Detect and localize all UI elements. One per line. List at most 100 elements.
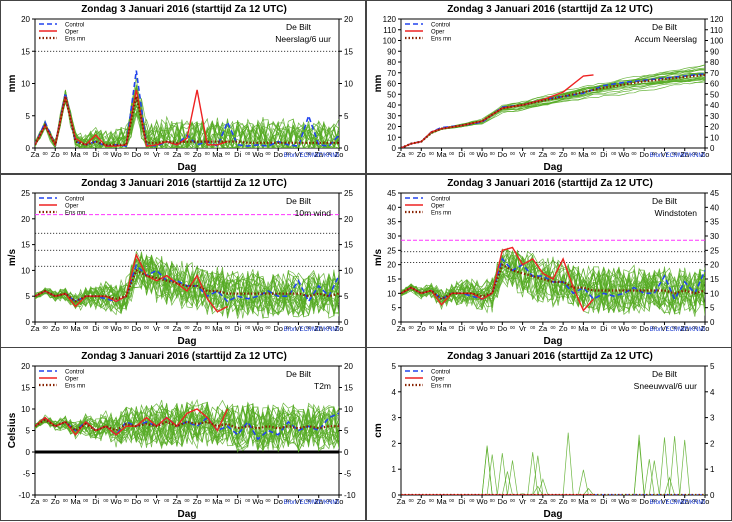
x-tick-label: Di xyxy=(92,497,99,506)
x-tick-hour: 00 xyxy=(184,325,190,330)
x-tick-hour: 00 xyxy=(184,498,190,503)
y-tick-label-right: -5 xyxy=(344,470,352,479)
legend-label: Oper xyxy=(431,30,444,36)
ensemble-member-line xyxy=(401,80,705,148)
y-tick-label: 45 xyxy=(387,189,396,198)
y-tick-label-right: 40 xyxy=(710,203,719,212)
x-tick-hour: 00 xyxy=(326,498,332,503)
x-tick-label: Do xyxy=(273,497,283,506)
x-tick-label: Ma xyxy=(70,150,81,159)
x-tick-hour: 00 xyxy=(429,325,435,330)
chart-title: Zondag 3 Januari 2016 (starttijd Za 12 U… xyxy=(447,4,653,15)
source-label: Bron: ECMWF/KNMI xyxy=(650,327,706,333)
series-line-oper xyxy=(401,74,594,148)
x-tick-hour: 00 xyxy=(326,151,332,156)
x-tick-label: Zo xyxy=(559,150,568,159)
y-tick-label-right: 50 xyxy=(710,90,719,99)
x-tick-hour: 00 xyxy=(43,498,49,503)
ensemble-member-line xyxy=(401,75,705,148)
panel-wind: Zondag 3 Januari 2016 (starttijd Za 12 U… xyxy=(0,174,366,348)
x-tick-label: Ma xyxy=(212,150,223,159)
ensemble-member-line xyxy=(35,95,339,148)
x-tick-hour: 00 xyxy=(652,498,658,503)
y-tick-label-right: 30 xyxy=(710,232,719,241)
x-tick-hour: 00 xyxy=(205,498,211,503)
ensemble-member-line xyxy=(401,249,705,313)
ensemble-member-line xyxy=(401,436,705,495)
x-tick-label: Za xyxy=(172,150,182,159)
x-tick-label: Di xyxy=(600,497,607,506)
x-tick-hour: 00 xyxy=(672,498,678,503)
x-tick-label: Za xyxy=(538,150,548,159)
x-tick-hour: 00 xyxy=(164,325,170,330)
x-tick-label: Wo xyxy=(252,497,263,506)
x-tick-label: Di xyxy=(234,150,241,159)
y-tick-label-right: 5 xyxy=(710,304,715,313)
y-tick-label-right: 20 xyxy=(344,215,353,224)
y-tick-label-right: 3 xyxy=(710,414,715,423)
y-tick-label-right: 15 xyxy=(344,241,353,250)
y-tick-label-right: 0 xyxy=(344,144,349,153)
x-tick-hour: 00 xyxy=(306,325,312,330)
x-tick-hour: 00 xyxy=(43,325,49,330)
chart-subtitle: Windstoten xyxy=(654,208,697,218)
series-group xyxy=(35,252,339,313)
station-label: De Bilt xyxy=(286,369,312,379)
chart-title: Zondag 3 Januari 2016 (starttijd Za 12 U… xyxy=(81,178,287,189)
x-tick-label: Ma xyxy=(578,324,589,333)
ensemble-member-line xyxy=(401,437,705,495)
legend-label: Control xyxy=(65,23,84,29)
ensemble-members xyxy=(401,64,705,148)
x-tick-label: Za xyxy=(314,324,324,333)
x-tick-label: Do xyxy=(132,324,142,333)
x-tick-label: Do xyxy=(639,324,649,333)
x-tick-label: Do xyxy=(498,497,508,506)
x-tick-label: Di xyxy=(458,150,465,159)
y-tick-label-right: 120 xyxy=(710,15,724,24)
x-tick-label: Vr xyxy=(661,497,669,506)
ensemble-member-line xyxy=(401,452,705,495)
x-tick-label: Wo xyxy=(252,150,263,159)
y-tick-label: 0 xyxy=(392,318,397,327)
x-tick-hour: 00 xyxy=(144,151,150,156)
x-tick-hour: 00 xyxy=(144,498,150,503)
y-tick-label: 15 xyxy=(387,275,396,284)
x-tick-label: Zo xyxy=(559,324,568,333)
x-tick-label: Zo xyxy=(193,150,202,159)
x-tick-hour: 00 xyxy=(591,498,597,503)
series-group xyxy=(35,408,339,441)
x-tick-hour: 00 xyxy=(225,151,231,156)
x-tick-hour: 00 xyxy=(286,325,292,330)
x-axis-label: Dag xyxy=(544,509,563,520)
y-tick-label: 15 xyxy=(21,241,30,250)
chart-subtitle: 10m wind xyxy=(295,208,332,218)
ensemble-member-line xyxy=(35,85,339,148)
x-tick-hour: 00 xyxy=(225,498,231,503)
y-tick-label-right: 80 xyxy=(710,58,719,67)
legend-label: Ens mn xyxy=(65,211,85,217)
x-tick-hour: 00 xyxy=(164,498,170,503)
legend-label: Control xyxy=(431,197,450,203)
x-tick-hour: 00 xyxy=(449,325,455,330)
legend-label: Ens mn xyxy=(431,37,451,43)
x-tick-hour: 00 xyxy=(286,498,292,503)
chart-subtitle: Accum Neerslag xyxy=(635,34,698,44)
y-tick-label: 20 xyxy=(387,123,396,132)
chart-svg: Zondag 3 Januari 2016 (starttijd Za 12 U… xyxy=(373,178,719,347)
y-tick-label-right: 40 xyxy=(710,101,719,110)
ensemble-member-line xyxy=(35,251,339,316)
x-tick-label: Zo xyxy=(51,324,60,333)
x-tick-hour: 00 xyxy=(306,151,312,156)
x-tick-hour: 00 xyxy=(205,151,211,156)
y-tick-label: 10 xyxy=(387,289,396,298)
chart-svg: Zondag 3 Januari 2016 (starttijd Za 12 U… xyxy=(373,4,724,173)
x-tick-hour: 00 xyxy=(692,325,698,330)
chart-title: Zondag 3 Januari 2016 (starttijd Za 12 U… xyxy=(447,351,653,362)
ensemble-member-line xyxy=(401,455,705,495)
x-tick-hour: 00 xyxy=(692,498,698,503)
y-tick-label-right: 0 xyxy=(344,448,349,457)
x-tick-label: Ma xyxy=(436,324,447,333)
y-tick-label: 10 xyxy=(21,266,30,275)
